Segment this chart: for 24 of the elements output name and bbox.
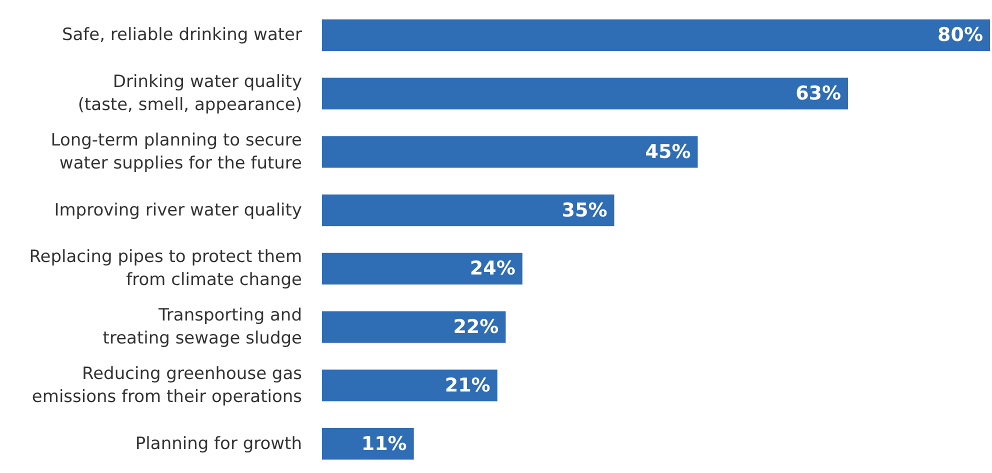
data-label: 35%	[562, 199, 608, 222]
data-label: 11%	[361, 432, 407, 455]
data-label: 45%	[645, 140, 691, 163]
y-tick-label: Transporting and treating sewage sludge	[102, 306, 302, 349]
y-tick-label: Drinking water quality (taste, smell, appearance)	[78, 72, 302, 116]
y-tick-label: Replacing pipes to protect them from climate change	[29, 247, 302, 290]
bar	[322, 136, 698, 168]
data-label: 63%	[796, 82, 842, 105]
data-label: 22%	[453, 316, 499, 338]
y-tick-label: Reducing greenhouse gas emissions from their operations	[32, 364, 302, 407]
bar	[322, 194, 614, 226]
bar	[322, 78, 848, 110]
bar	[322, 370, 498, 402]
data-label: 80%	[938, 24, 983, 46]
data-label: 24%	[470, 258, 516, 280]
data-label: 21%	[444, 374, 490, 396]
bar	[322, 252, 522, 284]
bar	[322, 19, 990, 51]
bar	[322, 311, 506, 343]
y-tick-label: Safe, reliable drinking water	[62, 25, 302, 46]
bar	[322, 428, 414, 460]
y-tick-label: Planning for growth	[135, 434, 302, 454]
y-tick-label: Long-term planning to secure water supplies for the future	[50, 130, 302, 174]
y-tick-label: Improving river water quality	[54, 200, 302, 220]
